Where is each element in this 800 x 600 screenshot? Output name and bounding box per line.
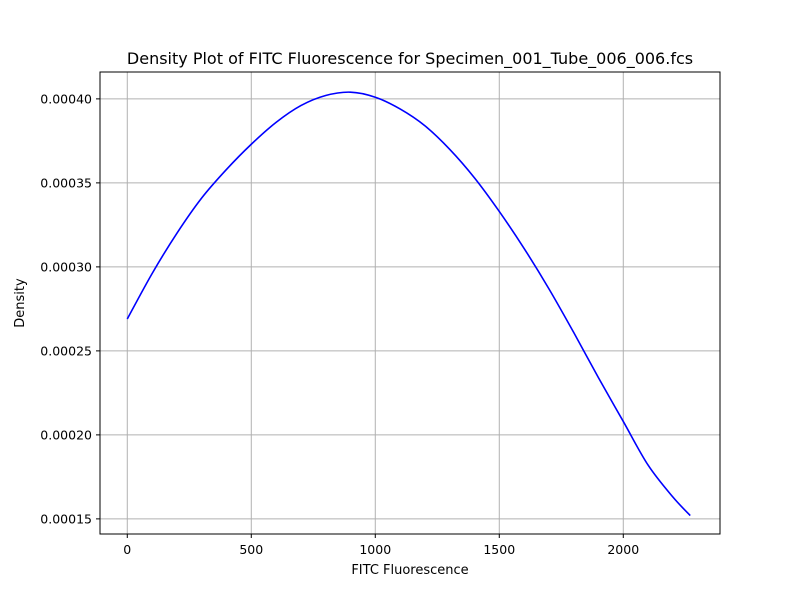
y-tick-label: 0.00020 [40, 427, 92, 442]
y-tick-label: 0.00025 [40, 343, 92, 358]
y-tick-label: 0.00035 [40, 175, 92, 190]
y-tick-label: 0.00040 [40, 91, 92, 106]
x-tick-label: 0 [123, 542, 131, 557]
x-tick-label: 500 [239, 542, 263, 557]
y-axis-label: Density [13, 278, 28, 328]
chart-title: Density Plot of FITC Fluorescence for Sp… [127, 49, 693, 69]
x-axis: 0 500 1000 1500 2000 [123, 534, 639, 557]
y-axis: 0.00015 0.00020 0.00025 0.00030 0.00035 0.000… [40, 91, 100, 526]
x-axis-label: FITC Fluorescence [351, 563, 468, 578]
series-layer [126, 91, 691, 517]
axes-frame [99, 71, 721, 535]
x-tick-label: 1500 [483, 542, 515, 557]
x-tick-label: 2000 [607, 542, 639, 557]
y-tick-label: 0.00030 [40, 259, 92, 274]
plot-area [100, 72, 720, 534]
x-tick-label: 1000 [359, 542, 391, 557]
density-curve [126, 91, 691, 517]
y-tick-label: 0.00015 [40, 511, 92, 526]
grid-layer [100, 72, 720, 534]
